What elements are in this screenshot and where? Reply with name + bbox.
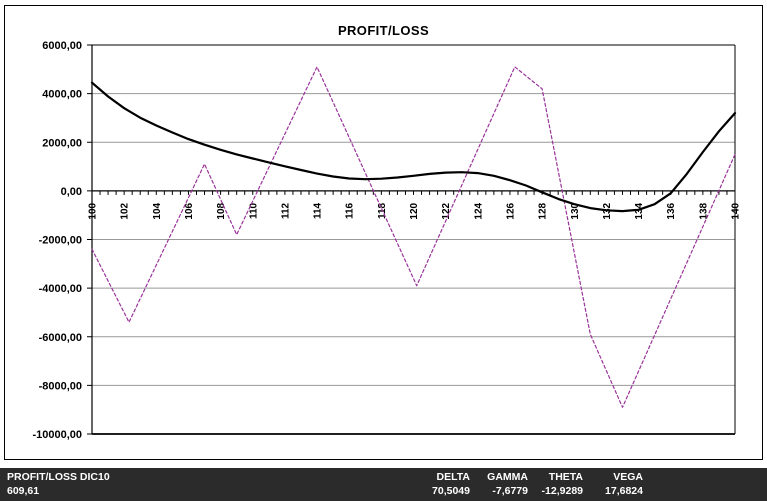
x-axis-label: 112 <box>280 202 291 219</box>
x-axis-label: 130 <box>570 202 581 219</box>
greek-vega-value: 17,6824 <box>605 485 643 497</box>
profit-loss-expiry-line <box>91 66 736 408</box>
chart-title: PROFIT/LOSS <box>337 23 430 38</box>
x-axis-label: 122 <box>441 202 452 219</box>
y-axis-label: -10000,00 <box>32 429 82 441</box>
greek-gamma: GAMMA -7,6779 <box>476 470 528 498</box>
x-axis-label: 126 <box>505 202 516 219</box>
y-axis-label: -2000,00 <box>39 235 82 247</box>
greek-delta: DELTA 70,5049 <box>418 470 470 498</box>
y-axis-label: 4000,00 <box>42 89 82 101</box>
y-axis-label: -8000,00 <box>39 380 82 392</box>
y-axis-label: 2000,00 <box>42 137 82 149</box>
x-axis-label: 124 <box>473 202 484 219</box>
x-axis-label: 128 <box>538 202 549 219</box>
greek-theta: THETA -12,9289 <box>531 470 583 498</box>
chart-panel: PROFIT/LOSS <box>4 5 763 460</box>
status-bar: PROFIT/LOSS DIC10 609,61 DELTA 70,5049 G… <box>0 468 767 501</box>
greek-theta-label: THETA <box>548 471 583 483</box>
x-axis-label: 110 <box>248 202 259 219</box>
greek-gamma-value: -7,6779 <box>492 485 528 497</box>
x-axis-label: 116 <box>345 202 356 219</box>
position-value: 609,61 <box>7 485 40 497</box>
x-axis-label: 108 <box>216 202 227 219</box>
position-block: PROFIT/LOSS DIC10 609,61 <box>7 470 110 498</box>
x-axis-label: 120 <box>409 202 420 219</box>
x-axis-label: 136 <box>666 202 677 219</box>
greek-delta-value: 70,5049 <box>432 485 470 497</box>
y-axis-label: 6000,00 <box>42 40 82 52</box>
x-axis-label: 138 <box>698 202 709 219</box>
greek-delta-label: DELTA <box>436 471 470 483</box>
x-axis-label: 102 <box>120 202 131 219</box>
position-title: PROFIT/LOSS DIC10 <box>7 471 110 483</box>
y-axis-label: -6000,00 <box>39 332 82 344</box>
greek-theta-value: -12,9289 <box>541 485 583 497</box>
x-axis-label: 106 <box>184 202 195 219</box>
greek-vega: VEGA 17,6824 <box>591 470 643 498</box>
greek-gamma-label: GAMMA <box>487 471 528 483</box>
x-axis-label: 104 <box>152 202 163 219</box>
y-axis-label: -4000,00 <box>39 283 82 295</box>
greek-vega-label: VEGA <box>613 471 643 483</box>
x-axis-label: 114 <box>313 202 324 219</box>
x-axis-label: 100 <box>88 202 99 219</box>
y-axis-label: 0,00 <box>61 186 82 198</box>
x-axis-label: 134 <box>634 202 645 219</box>
profit-loss-current-line <box>90 81 737 213</box>
x-axis-label: 140 <box>731 202 742 219</box>
